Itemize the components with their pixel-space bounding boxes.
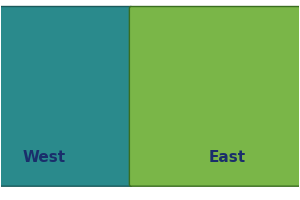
FancyBboxPatch shape — [129, 7, 300, 186]
Text: East: East — [208, 150, 245, 165]
FancyBboxPatch shape — [0, 7, 132, 186]
Text: West: West — [23, 150, 66, 165]
